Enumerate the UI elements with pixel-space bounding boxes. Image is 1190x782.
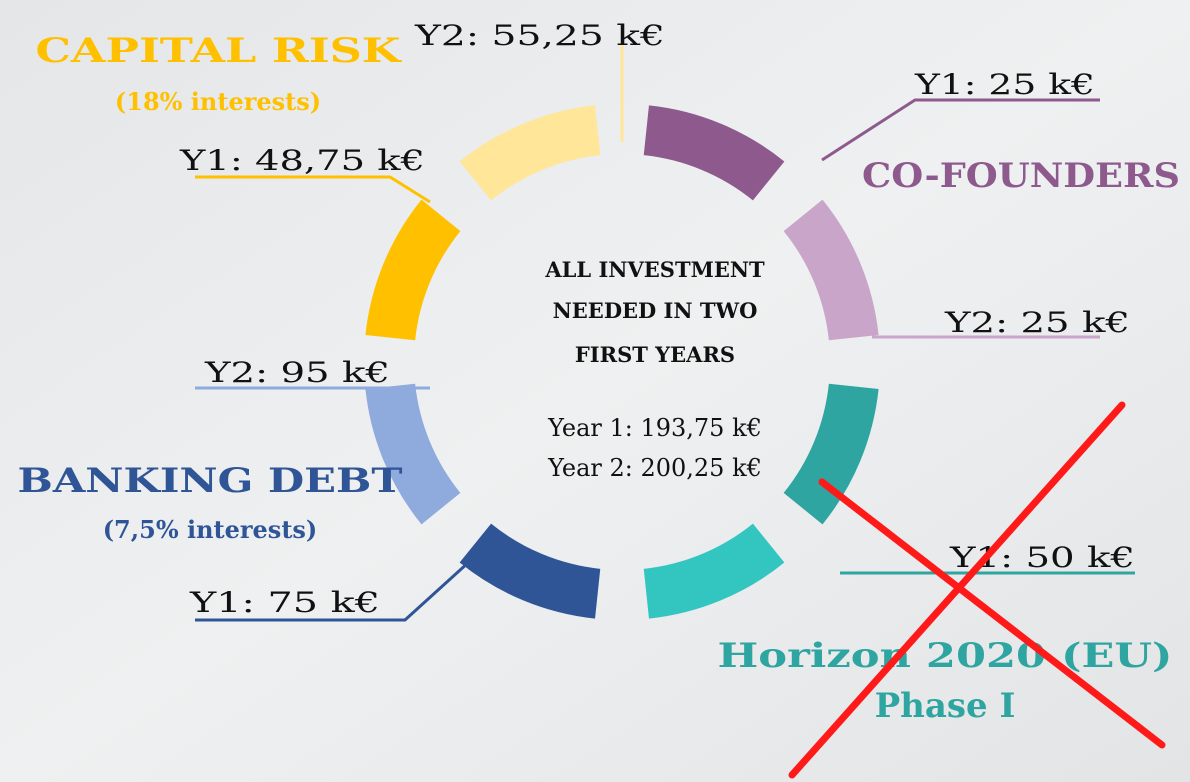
source-name: CO-FOUNDERS (862, 156, 1180, 196)
y1-label: Y1: 75 k€ (189, 586, 380, 619)
y2-label: Y2: 95 k€ (204, 356, 390, 389)
y2-label: Y2: 55,25 k€ (414, 19, 665, 52)
source-name: BANKING DEBT (18, 461, 403, 501)
y2-label: Y2: 25 k€ (944, 306, 1130, 339)
y1-label: Y1: 25 k€ (914, 68, 1095, 101)
source-note: (18% interests) (115, 87, 321, 116)
center-year: Year 1: 193,75 k€ (547, 414, 762, 442)
source-note: (7,5% interests) (103, 515, 318, 544)
source-name: Horizon 2020 (EU) (718, 636, 1173, 676)
diagram: CAPITAL RISK (18% interests) Y2: 55,25 k… (0, 0, 1190, 782)
y1-label: Y1: 48,75 k€ (179, 144, 425, 177)
source-name: CAPITAL RISK (36, 31, 403, 71)
center-title: FIRST YEARS (575, 342, 735, 367)
center-title: ALL INVESTMENT (544, 257, 765, 282)
center-title: NEEDED IN TWO (553, 298, 758, 323)
source-name: Phase I (875, 686, 1016, 726)
center-year: Year 2: 200,25 k€ (547, 454, 762, 482)
